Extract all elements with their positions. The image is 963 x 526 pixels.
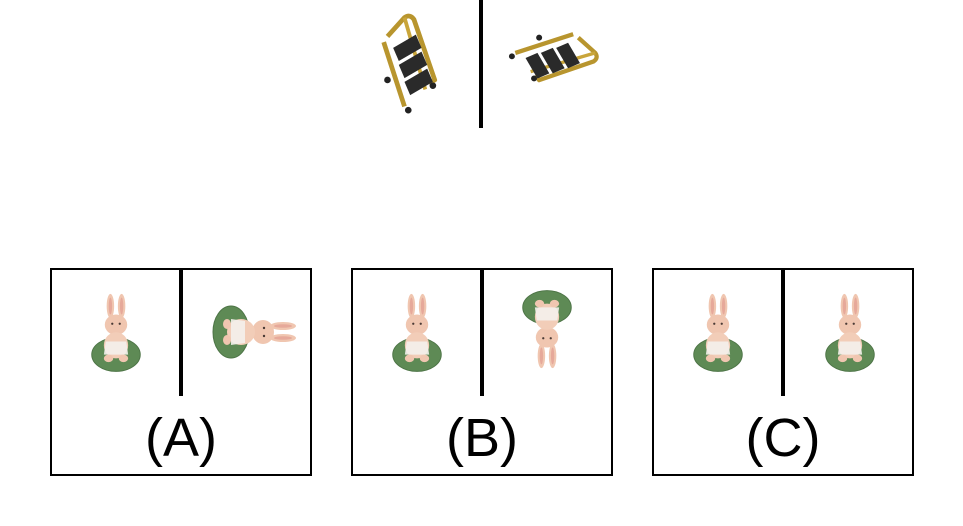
bunny-figure-icon: [88, 290, 144, 380]
option-c[interactable]: (C): [652, 268, 914, 476]
bunny-figure-icon: [212, 305, 297, 359]
bunny-figure-icon: [690, 290, 746, 380]
bunny-figure-icon: [389, 290, 445, 380]
option-b[interactable]: (B): [351, 268, 613, 476]
option-a[interactable]: (A): [50, 268, 312, 476]
stepladder-icon: [500, 22, 604, 102]
option-divider: [480, 270, 484, 396]
option-label: (B): [446, 408, 518, 468]
reference-divider: [479, 0, 483, 128]
option-label: (C): [745, 408, 821, 468]
stepladder-icon: [378, 10, 448, 114]
bunny-figure-icon: [522, 290, 572, 369]
option-divider: [781, 270, 785, 396]
option-label: (A): [145, 408, 217, 468]
option-divider: [179, 270, 183, 396]
bunny-figure-icon: [822, 290, 878, 380]
